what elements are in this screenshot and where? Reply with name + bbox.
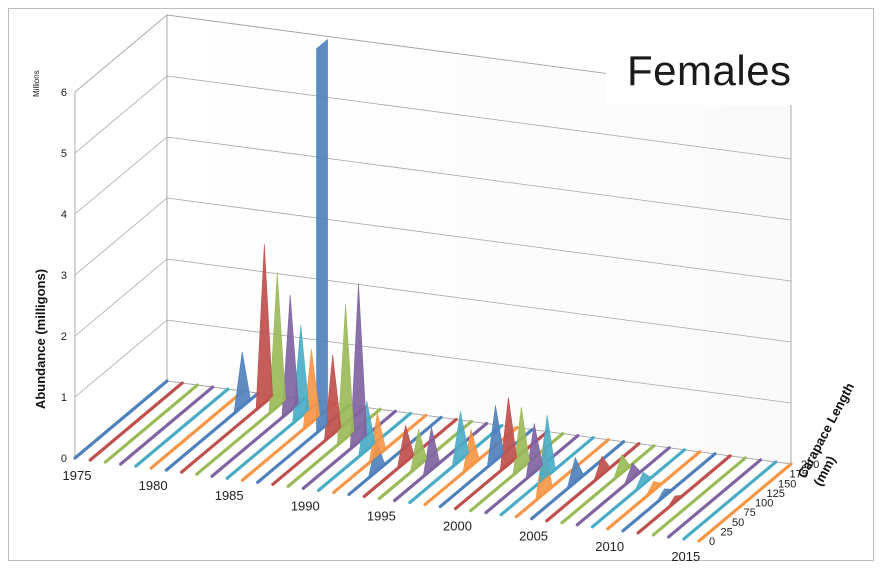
series-peak [512, 407, 530, 476]
series-ribbon [134, 387, 230, 468]
gridline [74, 197, 792, 282]
series-peak [349, 283, 368, 450]
series-peak [566, 456, 584, 490]
series-ribbon [119, 385, 215, 466]
y-tick-label: 4 [61, 209, 67, 221]
z-tick-label: 100 [755, 498, 773, 510]
y-axis-label: Abundance (milligons) [33, 269, 48, 409]
series-ribbon [103, 383, 200, 464]
series-peak [538, 415, 556, 484]
series-peak [409, 429, 428, 474]
series-peak [396, 425, 415, 470]
z-tick-label: 0 [709, 536, 715, 548]
x-tick-label: 2015 [671, 549, 700, 562]
y-tick-label: 5 [61, 148, 67, 160]
x-tick-label: 2010 [595, 539, 624, 554]
series-peak [593, 455, 611, 483]
z-tick-label: 200 [801, 459, 819, 471]
y-tick-label: 2 [61, 331, 67, 343]
x-axis-ticks: 1975 1980 1985 1990 1995 2000 2005 2010 2015 [63, 468, 701, 562]
series-ribbon [560, 444, 656, 525]
series-ribbon [651, 456, 747, 537]
x-tick-label: 2000 [443, 519, 472, 534]
series-peak [525, 423, 543, 480]
series-ribbon [666, 458, 763, 539]
x-tick-label: 2005 [519, 529, 548, 544]
series-peak [233, 351, 251, 415]
x-tick-label: 1995 [367, 508, 396, 523]
series-peak [623, 462, 642, 487]
gridline [74, 14, 792, 99]
series-ribbon [514, 438, 610, 519]
chart-title: Females [627, 47, 792, 94]
z-tick-label: 25 [721, 526, 733, 538]
y-tick-label: 6 [61, 87, 67, 99]
x-tick-label: 1980 [139, 478, 168, 493]
y-tick-label: 1 [61, 392, 67, 404]
gridline [74, 258, 792, 343]
series-ribbon [88, 381, 184, 462]
series-ribbon [347, 415, 443, 497]
y-axis-ticks: 0 1 2 3 4 5 6 [61, 87, 67, 465]
display-units-label: Millions [32, 70, 41, 97]
z-tick-label: 50 [732, 517, 744, 529]
series-peak [634, 471, 652, 492]
z-tick-label: 125 [767, 488, 785, 500]
series-peak [281, 294, 299, 419]
gridline [74, 75, 792, 160]
series-peak [612, 453, 631, 481]
y-tick-label: 3 [61, 270, 67, 282]
series-peak [486, 405, 505, 469]
series-peaks [233, 38, 685, 510]
series-ribbon [575, 446, 671, 527]
gridline [74, 319, 792, 404]
series-peak [324, 354, 342, 442]
z-tick-label: 75 [744, 507, 756, 519]
series-ribbon [73, 379, 169, 460]
z-tick-label: 175 [790, 469, 808, 481]
x-tick-label: 1975 [63, 468, 92, 483]
series-ribbon [682, 460, 778, 541]
series-peak [666, 494, 685, 510]
gridline [74, 136, 792, 221]
series-peak [655, 488, 674, 504]
series-ribbon [545, 442, 641, 523]
series-ribbon [636, 454, 732, 535]
x-tick-label: 1985 [215, 488, 244, 503]
title-box [606, 31, 801, 105]
series-peak [645, 480, 663, 498]
series-ribbon [149, 389, 245, 470]
x-tick-label: 1990 [291, 498, 320, 513]
z-tick-label: 150 [778, 478, 796, 490]
series-peak [499, 397, 517, 472]
series-peak [255, 244, 273, 411]
y-tick-label: 0 [61, 453, 67, 465]
series-peak [316, 38, 328, 434]
series-peak [268, 272, 286, 415]
series-peak [451, 411, 470, 468]
series-peak [422, 426, 441, 478]
series-peak [336, 303, 355, 446]
series-ribbon [697, 462, 793, 543]
